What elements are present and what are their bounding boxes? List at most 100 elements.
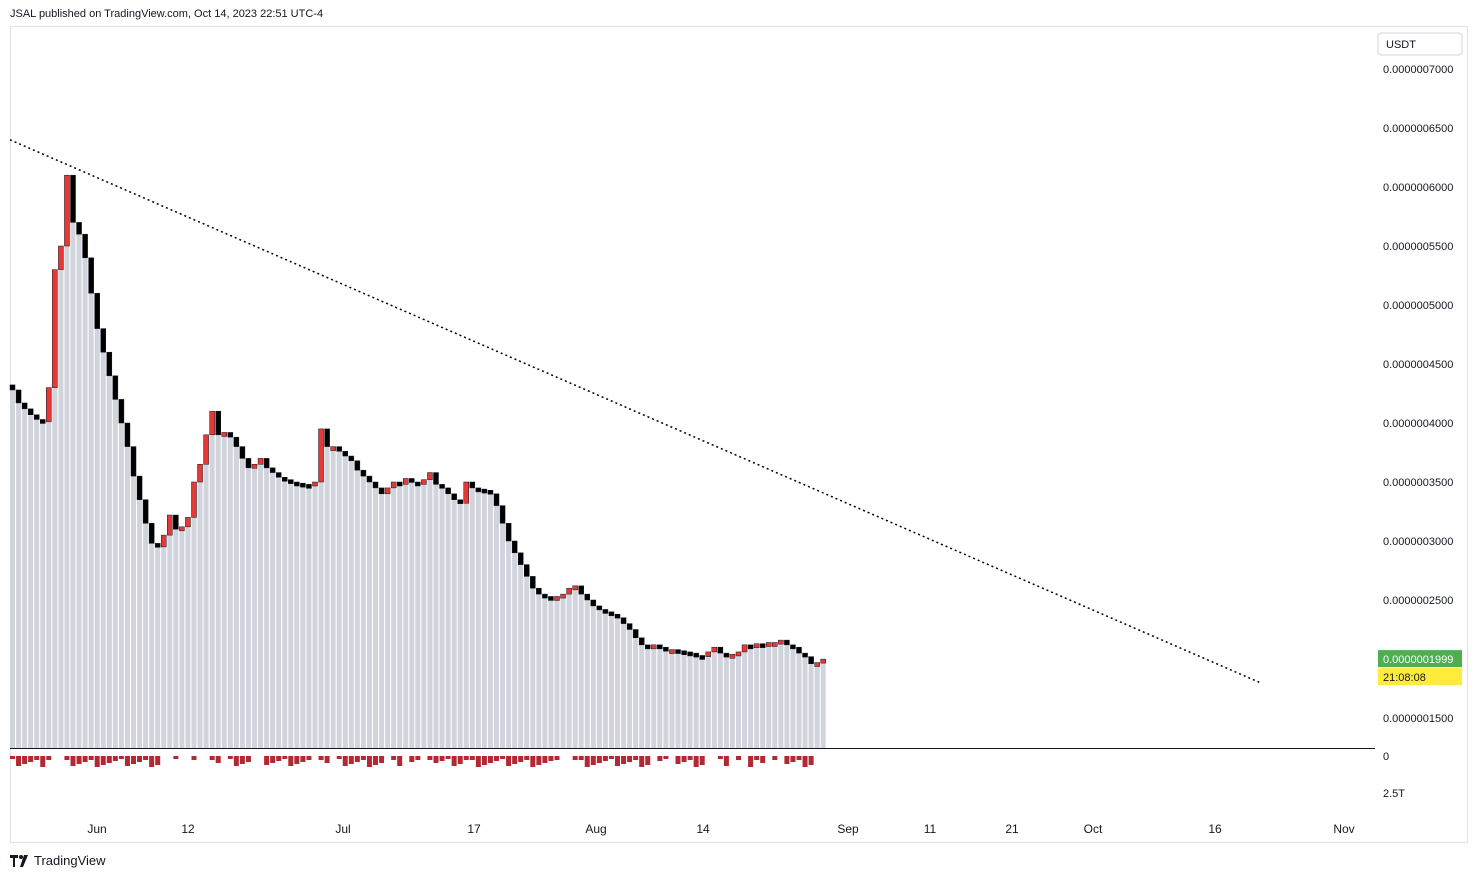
volume-bar [264, 756, 270, 765]
price-bar [173, 515, 179, 748]
volume-bar [487, 756, 493, 763]
volume-bar [336, 756, 342, 759]
price-axis: USDT 0.0000007000 0.0000006500 0.0000006000… [1377, 32, 1463, 800]
up-candle [209, 410, 215, 436]
up-candle [318, 428, 324, 483]
price-bar [723, 653, 729, 748]
price-bar [270, 467, 276, 748]
price-bar [312, 482, 318, 748]
volume-bar [46, 756, 52, 760]
down-candle [693, 652, 699, 658]
price-bar [64, 175, 70, 748]
volume-bar [16, 756, 22, 766]
price-bar [487, 490, 493, 748]
price-bar [784, 640, 790, 748]
down-candle [239, 446, 246, 459]
price-tick-label: 0.0000006000 [1383, 182, 1453, 194]
price-bar [391, 482, 397, 748]
up-candle [161, 534, 167, 548]
volume-bar [155, 756, 161, 765]
down-candle [396, 481, 403, 487]
down-candle [9, 384, 16, 391]
down-candle [620, 617, 627, 624]
volume-bar [397, 756, 403, 766]
price-bar [790, 644, 796, 748]
down-candle [40, 419, 46, 424]
volume-bar [524, 756, 530, 760]
publish-info: JSAL published on TradingView.com, Oct 1… [10, 8, 324, 20]
volume-bar [639, 756, 645, 767]
up-candle [554, 596, 560, 601]
price-bar [100, 328, 106, 748]
up-candle [820, 658, 826, 664]
price-tick-label: 0.0000004500 [1383, 359, 1453, 371]
price-bar [415, 482, 421, 748]
price-bar [348, 456, 354, 748]
down-candle [378, 487, 385, 495]
down-candle [130, 446, 137, 477]
up-candle [778, 639, 784, 645]
price-bar [294, 482, 300, 748]
price-bar [500, 505, 506, 748]
volume-bar [239, 756, 245, 764]
price-bar [149, 523, 155, 748]
down-candle [632, 629, 639, 639]
down-candle [275, 472, 282, 478]
down-candle [681, 650, 687, 655]
currency-box: USDT [1377, 32, 1463, 56]
up-candle [52, 269, 58, 388]
volume-bar [191, 756, 197, 760]
up-candle [566, 587, 572, 595]
price-bar [584, 594, 590, 748]
price-bar [58, 246, 64, 748]
time-tick-label: 16 [1208, 822, 1222, 836]
volume-bar [112, 756, 118, 761]
price-bar [802, 653, 808, 748]
down-candle [82, 233, 88, 259]
volume-bar [94, 756, 100, 767]
up-candle [772, 642, 778, 647]
time-tick-label: Aug [585, 822, 606, 836]
price-bar [227, 432, 233, 748]
down-candle [300, 482, 306, 488]
volume-bar [657, 756, 663, 761]
volume-bar [475, 756, 481, 767]
price-bar [197, 464, 203, 748]
price-bar [663, 647, 669, 748]
up-candle [312, 481, 318, 487]
down-candle [511, 540, 518, 554]
volume-bar [572, 756, 578, 760]
volume-bar [608, 756, 614, 759]
volume-bar [88, 756, 94, 760]
down-candle [530, 576, 536, 589]
down-candle [590, 599, 597, 607]
price-bar [70, 175, 76, 748]
down-candle [487, 490, 494, 495]
price-bar [409, 478, 415, 748]
down-candle [409, 478, 415, 483]
up-candle [729, 654, 736, 659]
price-bar [421, 479, 427, 748]
price-bar [578, 585, 584, 748]
volume-bar [348, 756, 354, 764]
countdown-badge [1378, 668, 1462, 686]
up-candle [191, 481, 197, 518]
down-candle [118, 399, 125, 424]
last-price-label: 0.0000001999 [1383, 654, 1453, 666]
price-bar [512, 541, 518, 748]
price-bar [445, 487, 451, 748]
down-candle [524, 564, 530, 577]
price-bar [124, 423, 130, 748]
down-candle [15, 389, 22, 404]
time-tick-label: 17 [467, 822, 481, 836]
volume-bar [70, 756, 76, 766]
down-candle [802, 652, 808, 658]
up-candle [203, 434, 209, 465]
price-bar [40, 419, 46, 748]
price-bar [28, 408, 34, 748]
price-bar [203, 434, 209, 748]
volume-bar [494, 756, 499, 761]
volume-bar [681, 756, 687, 762]
volume-bar [687, 756, 693, 760]
